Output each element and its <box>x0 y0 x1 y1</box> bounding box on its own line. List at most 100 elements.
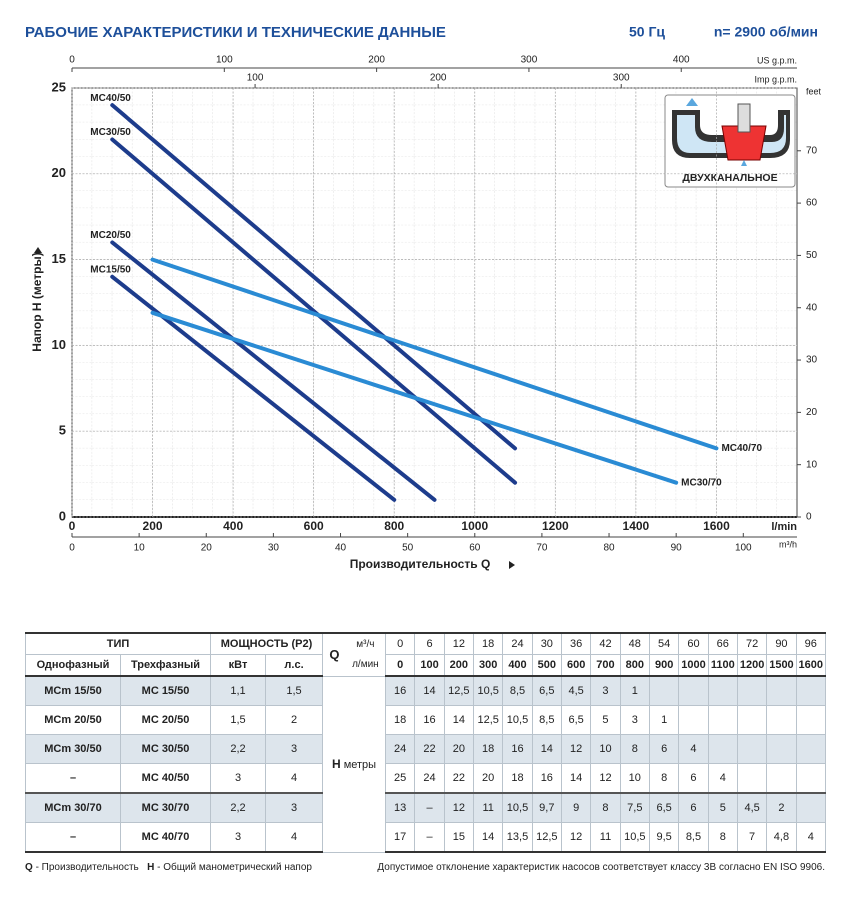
head-value: 22 <box>414 734 445 764</box>
power-kw: 3 <box>210 763 267 794</box>
head-value <box>795 763 826 794</box>
flow-lmin: 1200 <box>736 654 768 677</box>
x-tick-label: 1000 <box>461 519 488 533</box>
model-three: MC 40/50 <box>119 763 212 794</box>
x-tick-label: 800 <box>384 519 404 533</box>
x2-tick-label: 90 <box>671 543 683 554</box>
head-value <box>766 763 797 794</box>
x-tick-label: 200 <box>143 519 163 533</box>
x2-tick-label: 10 <box>134 543 146 554</box>
series-label: MC30/70 <box>681 477 722 488</box>
head-value: 16 <box>414 705 445 735</box>
head-value <box>736 734 768 764</box>
head-value: 8,5 <box>502 675 533 706</box>
curve <box>150 257 719 451</box>
model-three: MC 30/50 <box>119 734 212 764</box>
y2-tick-label: 70 <box>806 145 818 156</box>
head-value: 6 <box>648 734 680 764</box>
h-unit: метры <box>343 759 377 771</box>
head-value: 7 <box>736 822 768 853</box>
head-value: 18 <box>385 705 416 735</box>
head-value: 6 <box>678 763 709 794</box>
flow-lmin: 300 <box>472 654 504 677</box>
table-row: – MC 40/50 3 4 25 24 22 20 18 16 14 12 10 8 6 4 <box>25 763 826 794</box>
flow-lmin: 800 <box>619 654 650 677</box>
chart: РАБОЧИЕ ХАРАКТЕРИСТИКИ И ТЕХНИЧЕСКИЕ ДАН… <box>25 24 822 571</box>
power-kw: 3 <box>210 822 267 853</box>
head-value: 4,5 <box>560 675 592 706</box>
impeller <box>721 125 767 161</box>
head-value: 16 <box>531 763 562 794</box>
head-value: 24 <box>414 763 445 794</box>
table-row: MCm 30/50 MC 30/50 2,2 3 24 22 20 18 16 14 12 10 8 6 4 <box>25 734 826 764</box>
flow-lmin: 1500 <box>766 654 797 677</box>
model-single: – <box>25 822 121 853</box>
model-single: – <box>25 763 121 794</box>
x3-unit: US g.p.m. <box>757 55 797 65</box>
head-value <box>766 734 797 764</box>
flow-m3h: 24 <box>502 632 533 655</box>
head-value: 14 <box>531 734 562 764</box>
footer-q-text: - Производительность <box>35 862 139 873</box>
head-value: 4,8 <box>766 822 797 853</box>
y2-unit: feet <box>806 86 822 96</box>
x2-tick-label: 50 <box>402 543 414 554</box>
head-value <box>678 675 709 706</box>
head-value: 5 <box>707 792 738 823</box>
flow-m3h: 72 <box>736 632 768 655</box>
flow-m3h: 48 <box>619 632 650 655</box>
flow-m3h: 6 <box>414 632 445 655</box>
head-value: 4 <box>678 734 709 764</box>
flow-m3h: 54 <box>648 632 680 655</box>
power-kw: 2,2 <box>210 734 267 764</box>
model-three: MC 40/70 <box>119 822 212 853</box>
y-tick-label: 25 <box>52 79 66 94</box>
head-value: 8,5 <box>531 705 562 735</box>
flow-lmin: 500 <box>531 654 562 677</box>
header-cell: л.с. <box>265 654 324 677</box>
x4-unit: Imp g.p.m. <box>754 74 797 84</box>
x3-tick-label: 0 <box>69 55 75 66</box>
curve <box>150 310 679 485</box>
head-value: 6,5 <box>531 675 562 706</box>
x2-tick-label: 100 <box>735 543 752 554</box>
flow-m3h: 90 <box>766 632 797 655</box>
head-value: 10 <box>619 763 650 794</box>
flow-arrow <box>686 98 698 106</box>
head-value: 4 <box>795 822 826 853</box>
flow-m3h: 42 <box>590 632 621 655</box>
head-value: 25 <box>385 763 416 794</box>
x2-tick-label: 70 <box>536 543 548 554</box>
head-value: 10 <box>590 734 621 764</box>
head-value: 13,5 <box>502 822 533 853</box>
head-value: 3 <box>590 675 621 706</box>
y2-tick-label: 0 <box>806 512 812 523</box>
power-hp: 1,5 <box>265 675 324 706</box>
head-value: 9,5 <box>648 822 680 853</box>
model-single: MCm 15/50 <box>25 675 121 706</box>
model-single: MCm 30/50 <box>25 734 121 764</box>
flow-m3h: 66 <box>707 632 738 655</box>
q-unit: л/мин <box>352 658 379 670</box>
head-value: 24 <box>385 734 416 764</box>
head-value: 11 <box>472 792 504 823</box>
flow-m3h: 96 <box>795 632 826 655</box>
model-single: MCm 30/70 <box>25 792 121 823</box>
x2-tick-label: 0 <box>69 543 75 554</box>
head-value: 18 <box>472 734 504 764</box>
speed: n= 2900 об/мин <box>714 24 818 40</box>
flow-m3h: 60 <box>678 632 709 655</box>
flow-m3h: 0 <box>385 632 416 655</box>
x2-tick-label: 20 <box>201 543 213 554</box>
head-value: 6,5 <box>560 705 592 735</box>
y-tick-label: 10 <box>52 337 66 352</box>
head-value: 12 <box>443 792 475 823</box>
x2-tick-label: 60 <box>469 543 481 554</box>
y-axis-arrow <box>34 247 42 253</box>
flow-lmin: 1100 <box>707 654 738 677</box>
y2-tick-label: 50 <box>806 250 818 261</box>
head-value: 8 <box>648 763 680 794</box>
x2-unit: m³/h <box>779 539 797 549</box>
head-value: 6 <box>678 792 709 823</box>
x2-tick-label: 30 <box>268 543 280 554</box>
